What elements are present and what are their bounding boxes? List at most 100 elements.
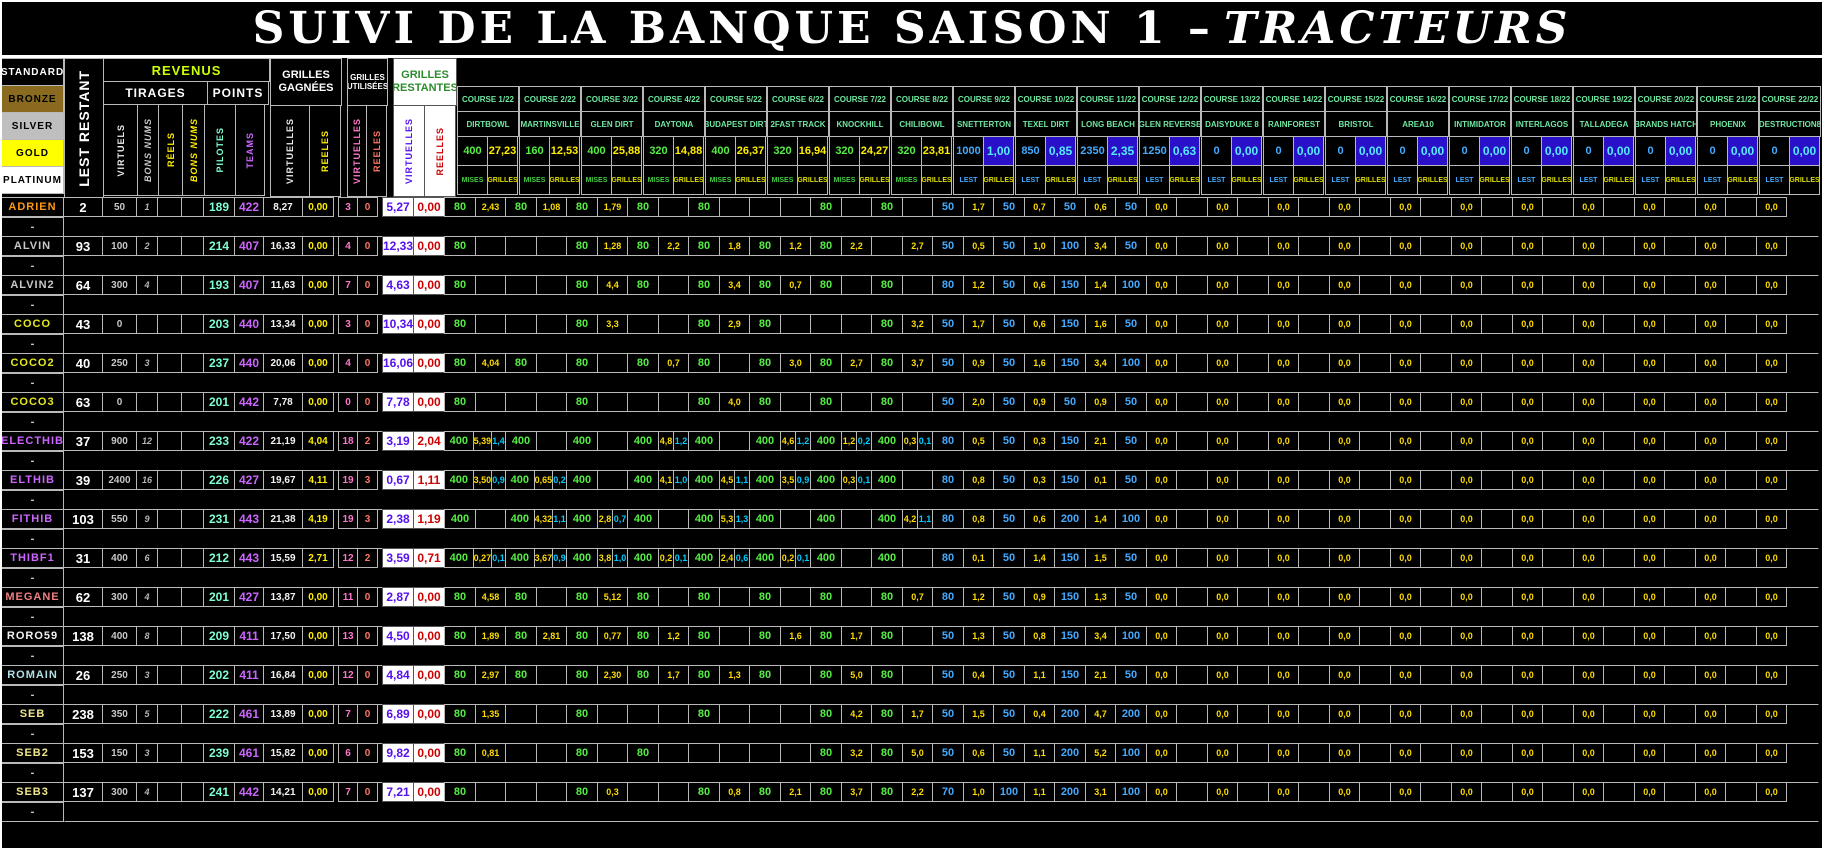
cell-restantes-reelles[interactable]: 1,19 [413, 509, 445, 529]
course-cell-16[interactable]: 0,0 [1359, 509, 1421, 529]
cell-bons-nums[interactable]: 4 [136, 587, 158, 607]
course-cell-3[interactable]: 80 1,79 [566, 197, 628, 217]
subrow-dash[interactable]: - [2, 802, 64, 822]
course-cell-22[interactable]: 0,0 [1725, 704, 1787, 724]
subrow-dash[interactable]: - [2, 373, 64, 393]
cell-tirages-reels[interactable] [157, 626, 182, 646]
course-cell-2[interactable]: 400 [505, 431, 567, 451]
course-cell-7[interactable]: 80 4,2 [810, 704, 872, 724]
course-cell-1[interactable]: 400 0,27 0,1 [444, 548, 506, 568]
course-cell-18[interactable]: 0,0 [1481, 197, 1543, 217]
course-cell-11[interactable]: 150 1,5 [1054, 548, 1116, 568]
course-cell-3[interactable]: 80 4,4 [566, 275, 628, 295]
cell-bons-nums[interactable]: 12 [136, 431, 158, 451]
course-cell-12[interactable]: 50 0,0 [1115, 314, 1177, 334]
course-cell-8[interactable]: 80 [871, 197, 933, 217]
course-cell-21[interactable]: 0,0 [1664, 743, 1726, 763]
course-cell-14[interactable]: 0,0 [1237, 587, 1299, 607]
course-cell-17[interactable]: 0,0 [1420, 509, 1482, 529]
cell-points-teams[interactable]: 407 [234, 236, 264, 256]
cell-restantes-virtuelles[interactable]: 16,06 [382, 353, 414, 373]
cell-utilisees-reeles[interactable]: 0 [357, 353, 378, 373]
cell-restantes-reelles[interactable]: 0,00 [413, 665, 445, 685]
course-cell-6[interactable]: 80 2,1 [749, 782, 811, 802]
course-cell-22[interactable]: 0,0 [1725, 392, 1787, 412]
player-name[interactable]: ELTHIB [2, 470, 64, 490]
course-cell-12[interactable]: 50 0,0 [1115, 431, 1177, 451]
course-cell-20[interactable]: 0,0 [1603, 587, 1665, 607]
course-cell-19[interactable]: 0,0 [1542, 665, 1604, 685]
course-cell-18[interactable]: 0,0 [1481, 470, 1543, 490]
course-cell-1[interactable]: 80 [444, 236, 506, 256]
cell-gagnees-virtuelles[interactable]: 8,27 [263, 197, 303, 217]
course-cell-13[interactable]: 0,0 [1176, 782, 1238, 802]
course-cell-19[interactable]: 0,0 [1542, 236, 1604, 256]
cell-utilisees-reeles[interactable]: 3 [357, 509, 378, 529]
cell-tirages-virtuels[interactable]: 100 [102, 236, 137, 256]
course-cell-17[interactable]: 0,0 [1420, 431, 1482, 451]
course-cell-19[interactable]: 0,0 [1542, 275, 1604, 295]
cell-restantes-reelles[interactable]: 0,00 [413, 392, 445, 412]
course-cell-6[interactable]: 80 [749, 587, 811, 607]
cell-gagnees-reeles[interactable]: 0,00 [302, 275, 334, 295]
cell-bons-nums-reels[interactable] [181, 665, 204, 685]
course-cell-22[interactable]: 0,0 [1725, 626, 1787, 646]
player-name[interactable]: RORO59 [2, 626, 64, 646]
course-cell-7[interactable]: 80 3,2 [810, 743, 872, 763]
course-cell-12[interactable]: 50 0,0 [1115, 236, 1177, 256]
course-cell-20[interactable]: 0,0 [1603, 509, 1665, 529]
course-cell-13[interactable]: 0,0 [1176, 197, 1238, 217]
cell-bons-nums[interactable]: 16 [136, 470, 158, 490]
cell-restantes-virtuelles[interactable]: 5,27 [382, 197, 414, 217]
course-cell-15[interactable]: 0,0 [1298, 236, 1360, 256]
course-cell-17[interactable]: 0,0 [1420, 782, 1482, 802]
cell-tirages-reels[interactable] [157, 509, 182, 529]
cell-points-pilotes[interactable]: 233 [203, 431, 235, 451]
course-cell-1[interactable]: 80 [444, 782, 506, 802]
cell-points-teams[interactable]: 443 [234, 548, 264, 568]
cell-points-teams[interactable]: 442 [234, 782, 264, 802]
course-cell-22[interactable]: 0,0 [1725, 431, 1787, 451]
cell-bons-nums-reels[interactable] [181, 704, 204, 724]
cell-gagnees-reeles[interactable]: 0,00 [302, 704, 334, 724]
course-cell-20[interactable]: 0,0 [1603, 704, 1665, 724]
course-cell-20[interactable]: 0,0 [1603, 392, 1665, 412]
course-cell-8[interactable]: 80 [871, 665, 933, 685]
course-cell-12[interactable]: 100 0,0 [1115, 353, 1177, 373]
course-cell-1[interactable]: 80 [444, 392, 506, 412]
course-cell-5[interactable]: 80 1,8 [688, 236, 750, 256]
course-cell-2[interactable] [505, 704, 567, 724]
course-cell-5[interactable] [688, 743, 750, 763]
cell-restantes-reelles[interactable]: 0,00 [413, 275, 445, 295]
cell-restantes-virtuelles[interactable]: 3,59 [382, 548, 414, 568]
course-cell-9[interactable]: 50 0,5 [932, 236, 994, 256]
cell-gagnees-virtuelles[interactable]: 16,84 [263, 665, 303, 685]
cell-restantes-virtuelles[interactable]: 0,67 [382, 470, 414, 490]
cell-utilisees-virtuelles[interactable]: 7 [338, 704, 358, 724]
course-cell-8[interactable]: 400 [871, 470, 933, 490]
cell-restantes-reelles[interactable]: 0,00 [413, 704, 445, 724]
course-cell-1[interactable]: 80 4,04 [444, 353, 506, 373]
cell-points-teams[interactable]: 443 [234, 509, 264, 529]
cell-lest-restant[interactable]: 64 [63, 275, 103, 295]
course-cell-19[interactable]: 0,0 [1542, 743, 1604, 763]
course-cell-20[interactable]: 0,0 [1603, 665, 1665, 685]
course-cell-14[interactable]: 0,0 [1237, 197, 1299, 217]
cell-tirages-reels[interactable] [157, 782, 182, 802]
course-cell-6[interactable]: 80 0,7 [749, 275, 811, 295]
course-cell-7[interactable]: 400 [810, 548, 872, 568]
player-name[interactable]: ELECTHIB [2, 431, 64, 451]
cell-utilisees-reeles[interactable]: 0 [357, 782, 378, 802]
cell-points-pilotes[interactable]: 212 [203, 548, 235, 568]
cell-points-pilotes[interactable]: 226 [203, 470, 235, 490]
course-cell-21[interactable]: 0,0 [1664, 314, 1726, 334]
course-cell-17[interactable]: 0,0 [1420, 587, 1482, 607]
course-cell-5[interactable]: 80 [688, 197, 750, 217]
cell-lest-restant[interactable]: 103 [63, 509, 103, 529]
cell-restantes-virtuelles[interactable]: 4,84 [382, 665, 414, 685]
cell-gagnees-reeles[interactable]: 4,04 [302, 431, 334, 451]
cell-points-pilotes[interactable]: 201 [203, 587, 235, 607]
course-cell-1[interactable]: 400 5,39 1,4 [444, 431, 506, 451]
cell-utilisees-virtuelles[interactable]: 0 [338, 392, 358, 412]
course-cell-6[interactable]: 80 3,0 [749, 353, 811, 373]
